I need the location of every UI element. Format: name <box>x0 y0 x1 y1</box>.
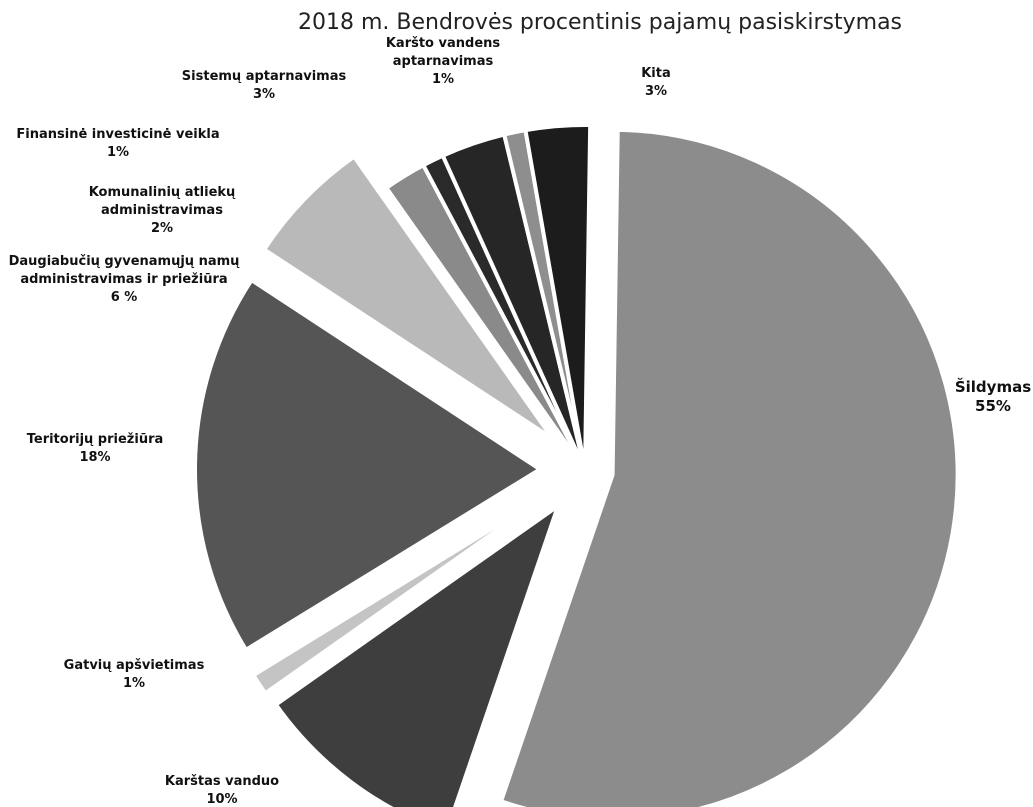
slice-label-teritoriju-prieziura: Teritorijų priežiūra 18% <box>27 432 164 465</box>
slice-label-finansine-investicine-veikla: Finansinė investicinė veikla 1% <box>16 127 219 160</box>
pie-labels: Šildymas 55% Karštas vanduo 10% Gatvių apšvi… <box>9 36 1032 807</box>
slice-label-sistemu-aptarnavimas: Sistemų aptarnavimas 3% <box>182 69 347 102</box>
pie-slices <box>193 123 960 807</box>
slice-label-karsto-vandens-aptarnavimas: Karšto vandens aptarnavimas 1% <box>386 36 501 87</box>
slice-label-gatviu-apsvietimas: Gatvių apšvietimas 1% <box>64 658 205 691</box>
pie-slice-gatviu-apsvietimas <box>250 493 549 697</box>
slice-label-karstas-vanduo: Karštas vanduo 10% <box>165 774 279 807</box>
pie-slice-daugiabuciu-gyvenamuju-namu-administravimas-ir-prieziura <box>261 153 555 441</box>
slice-label-kita: Kita 3% <box>641 66 671 99</box>
slice-label-komunaliniu-atlieku-administravimas: Komunalinių atliekų administravimas 2% <box>89 185 236 236</box>
pie-slice-sildymas <box>498 127 960 807</box>
pie-slice-teritoriju-prieziura <box>193 277 544 653</box>
slice-label-daugiabuciu-gyvenamuju-namu-administravimas-ir-prieziura: Daugiabučių gyvenamųjų namų administravim… <box>9 254 241 305</box>
slice-label-sildymas: Šildymas 55% <box>955 377 1031 415</box>
chart-title: 2018 m. Bendrovės procentinis pajamų pas… <box>298 10 902 35</box>
pie-slice-karstas-vanduo <box>273 500 562 807</box>
pie-slice-kita <box>523 123 593 471</box>
